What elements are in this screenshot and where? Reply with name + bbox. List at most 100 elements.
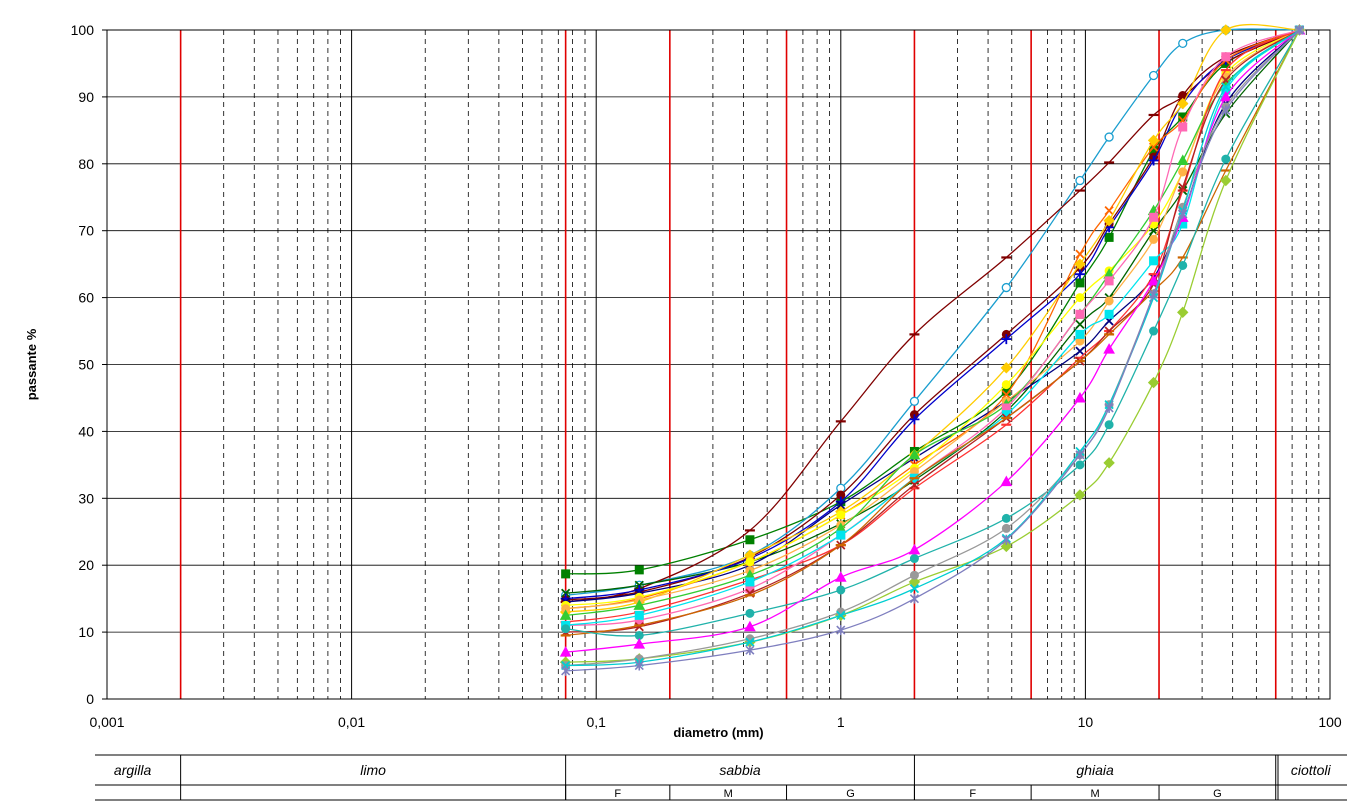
series-line [565, 28, 1300, 596]
data-point [1220, 174, 1232, 187]
data-point [1104, 402, 1114, 413]
data-point [909, 554, 919, 564]
data-point [1178, 122, 1188, 132]
data-point [836, 610, 846, 621]
series-18 [561, 25, 1304, 640]
data-point [1103, 214, 1115, 227]
data-point [1075, 329, 1085, 339]
table-sub-label: F [969, 788, 976, 800]
x-tick-label: 0,01 [338, 714, 365, 730]
data-point [1148, 155, 1159, 166]
y-tick-label: 40 [78, 423, 94, 439]
data-point [559, 609, 572, 620]
table-main-label: ciottoli [1291, 762, 1332, 778]
data-point [836, 530, 846, 540]
x-tick-label: 0,001 [89, 714, 124, 730]
series-layer [559, 23, 1306, 676]
data-point [1075, 319, 1085, 329]
data-point [1147, 274, 1160, 286]
data-point [908, 448, 921, 460]
y-tick-label: 70 [78, 223, 94, 239]
data-point [836, 500, 846, 510]
series-2 [560, 25, 1305, 600]
table-sub-label: G [846, 788, 855, 800]
data-point [909, 414, 920, 425]
data-point [1074, 269, 1085, 280]
data-point [1177, 97, 1189, 110]
table-main-label: ghiaia [1076, 762, 1114, 778]
series-line [565, 29, 1300, 610]
data-point [633, 638, 646, 649]
data-point [561, 569, 571, 579]
data-point [1001, 523, 1011, 533]
data-point [1074, 489, 1086, 501]
data-point [1001, 513, 1011, 523]
data-point [1148, 70, 1159, 81]
data-point [1001, 389, 1011, 400]
data-point [1075, 346, 1085, 356]
series-line [565, 29, 1300, 627]
data-point [1074, 391, 1086, 403]
data-point [1149, 212, 1159, 222]
data-point [745, 577, 755, 587]
data-point [1001, 534, 1011, 545]
data-point [1178, 208, 1188, 219]
data-point [1294, 25, 1305, 35]
data-point [561, 624, 571, 634]
data-point [633, 599, 646, 610]
x-axis-label: diametro (mm) [673, 725, 763, 740]
data-point [1075, 278, 1085, 288]
series-line [565, 29, 1300, 672]
series-1 [561, 25, 1304, 579]
table-sub-label: F [614, 788, 621, 800]
series-15 [561, 25, 1304, 630]
series-6 [560, 25, 1305, 604]
series-4 [561, 25, 1305, 598]
data-point [1149, 234, 1159, 244]
data-point [745, 645, 755, 656]
series-3 [560, 28, 1305, 604]
classification-table: argilla limo sabbia ghiaia ciottoli F M G F M G [95, 754, 1347, 801]
y-tick-label: 10 [78, 624, 94, 640]
x-tick-label: 1 [837, 714, 845, 730]
data-point [1149, 326, 1159, 336]
data-point [909, 480, 920, 490]
series-8 [561, 25, 1305, 614]
data-point [908, 543, 921, 555]
series-line [565, 29, 1300, 617]
series-line [565, 29, 1301, 637]
data-point [1103, 457, 1115, 469]
y-tick-label: 30 [78, 490, 94, 506]
data-point [1221, 154, 1231, 164]
data-point [561, 588, 571, 598]
data-point [1147, 134, 1160, 147]
data-point [745, 535, 755, 545]
series-line [565, 29, 1300, 603]
series-12 [559, 23, 1306, 620]
series-17 [560, 28, 1305, 637]
data-point [1178, 260, 1188, 270]
data-point [744, 620, 756, 632]
data-point [1104, 132, 1114, 142]
data-point [1001, 334, 1012, 345]
data-point [634, 660, 644, 671]
data-point [1176, 154, 1189, 165]
series-line [565, 29, 1301, 637]
data-point [1075, 293, 1085, 303]
series-11 [561, 25, 1304, 614]
data-point [1104, 276, 1114, 286]
series-line [565, 29, 1300, 627]
data-point [1221, 105, 1231, 116]
series-line [565, 29, 1300, 601]
data-point [1104, 309, 1114, 319]
series-7 [561, 25, 1305, 607]
data-point [745, 608, 755, 618]
table-sub-label: M [724, 788, 733, 800]
data-point [1103, 343, 1115, 354]
data-point [1221, 82, 1231, 92]
data-point [1104, 205, 1114, 216]
data-point [1001, 282, 1011, 293]
data-point [836, 585, 846, 595]
data-point [1000, 475, 1013, 487]
